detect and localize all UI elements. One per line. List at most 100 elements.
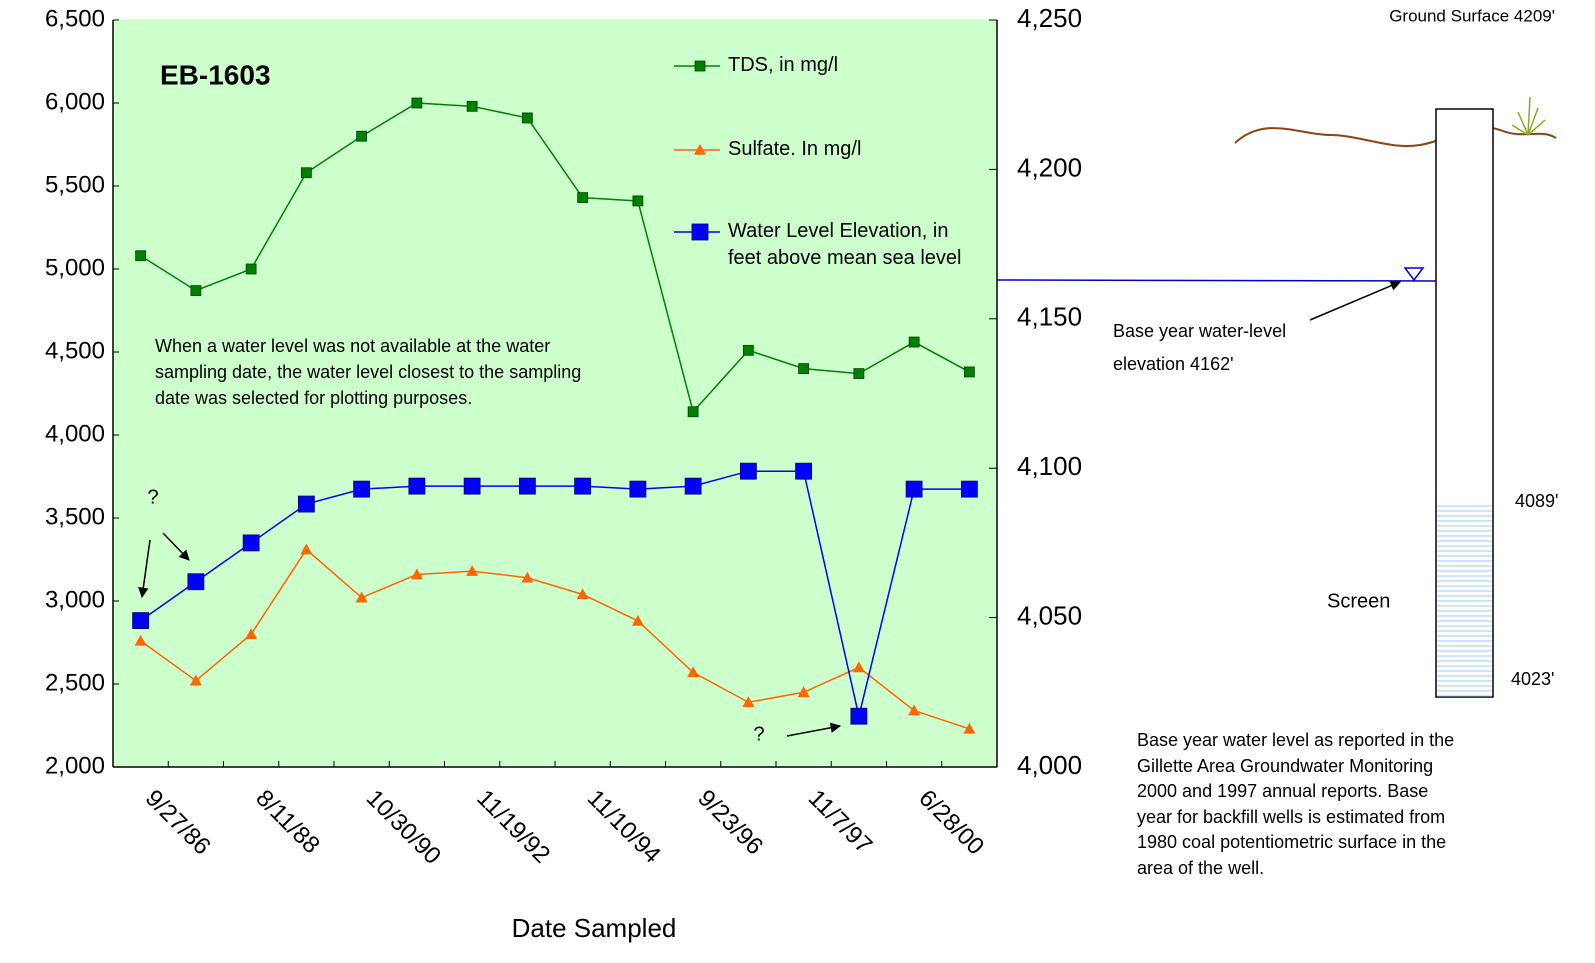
screen-bottom-label: 4023': [1511, 669, 1554, 689]
marker: [694, 60, 706, 72]
marker: [135, 250, 147, 262]
marker: [963, 366, 975, 378]
chart-title: EB-1603: [160, 59, 271, 90]
marker: [521, 571, 534, 583]
marker: [245, 263, 257, 275]
y2-tick-label: 4,250: [1017, 3, 1082, 33]
marker: [518, 477, 536, 495]
x-tick-label: 6/28/00: [913, 785, 989, 861]
series-line: [140, 102, 970, 414]
y-tick-label: 4,500: [45, 337, 105, 364]
marker: [521, 112, 533, 124]
marker: [908, 704, 921, 716]
ground-surface-label: Ground Surface 4209': [1389, 6, 1555, 25]
annotation: ?: [753, 723, 764, 745]
marker: [132, 612, 150, 629]
marker: [687, 406, 699, 418]
marker: [853, 368, 865, 379]
water-level-label: Base year water-level elevation 4162': [1113, 321, 1287, 374]
annotation: When a water level was not available at …: [155, 336, 582, 408]
grass: [1511, 96, 1546, 136]
marker: [908, 336, 920, 348]
marker: [576, 588, 589, 600]
screen-top-label: 4089': [1515, 491, 1558, 511]
x-tick-label: 11/10/94: [582, 785, 666, 869]
marker: [134, 634, 147, 646]
y-tick-label: 5,000: [45, 254, 105, 281]
marker: [356, 130, 368, 142]
marker: [905, 480, 923, 498]
y-tick-label: 5,500: [45, 171, 105, 198]
legend-label: Water Level Elevation, in feet above mea…: [728, 220, 962, 269]
marker: [297, 495, 315, 513]
series-line: [140, 470, 970, 717]
marker: [742, 344, 754, 356]
series-line: [140, 548, 970, 730]
pointer-arrow: [162, 532, 190, 561]
marker: [694, 144, 706, 155]
x-tick-label: 8/11/88: [250, 785, 324, 859]
y-tick-label: 2,000: [45, 752, 105, 779]
ground-line: [1234, 126, 1557, 147]
marker: [574, 477, 592, 495]
pointer-arrow: [786, 722, 842, 737]
legend-label: Sulfate. In mg/l: [728, 138, 862, 160]
y-tick-label: 6,500: [45, 5, 105, 32]
screen: [1437, 505, 1492, 697]
marker: [245, 628, 258, 639]
marker: [577, 192, 589, 204]
x-tick-label: 10/30/90: [361, 785, 446, 870]
marker: [187, 573, 205, 591]
marker: [960, 480, 978, 498]
well-casing: [1435, 108, 1494, 698]
y2-tick-label: 4,050: [1017, 600, 1082, 630]
marker: [629, 480, 647, 498]
x-tick-label: 11/19/92: [471, 785, 555, 869]
marker: [408, 477, 426, 495]
water-level-line: [996, 279, 1437, 282]
y-tick-label: 3,500: [45, 503, 105, 530]
marker: [410, 568, 423, 580]
marker: [355, 591, 368, 603]
plot-area: [113, 20, 997, 767]
y-tick-label: 6,000: [45, 88, 105, 115]
y2-tick-label: 4,200: [1017, 152, 1082, 182]
marker: [242, 534, 260, 552]
marker: [411, 97, 423, 109]
marker: [798, 363, 810, 375]
marker: [795, 462, 813, 480]
marker: [353, 480, 371, 498]
marker: [466, 565, 479, 576]
legend-label: TDS, in mg/l: [728, 54, 839, 76]
marker: [632, 195, 644, 207]
y-tick-label: 2,500: [45, 669, 105, 696]
y-tick-label: 4,000: [45, 420, 105, 447]
y2-tick-label: 4,150: [1017, 302, 1082, 332]
marker: [463, 477, 481, 495]
pointer-arrow: [138, 539, 151, 599]
marker: [300, 167, 312, 179]
marker: [190, 285, 202, 296]
marker: [850, 707, 868, 725]
water-table-symbol: [1403, 267, 1425, 282]
marker: [797, 686, 810, 698]
marker: [739, 462, 757, 480]
x-tick-label: 11/7/97: [803, 785, 877, 859]
marker: [691, 223, 709, 241]
marker: [631, 614, 644, 626]
marker: [963, 722, 976, 734]
x-tick-label: 9/23/96: [692, 785, 768, 861]
x-tick-label: 9/27/86: [140, 785, 216, 861]
marker: [189, 674, 202, 686]
marker: [684, 477, 702, 495]
y-tick-label: 3,000: [45, 586, 105, 613]
x-axis-label: Date Sampled: [512, 913, 677, 943]
pointer-arrow: [1309, 280, 1401, 321]
screen-label: Screen: [1327, 590, 1390, 612]
y2-tick-label: 4,000: [1017, 750, 1082, 780]
marker: [300, 543, 313, 555]
annotation: ?: [147, 486, 158, 508]
marker: [852, 661, 865, 673]
